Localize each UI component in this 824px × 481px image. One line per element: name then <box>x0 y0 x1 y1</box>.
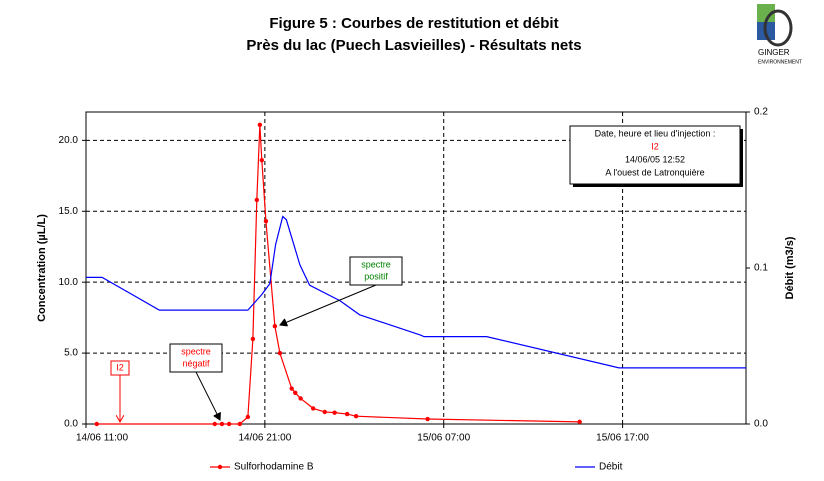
logo: GINGER ENVIRONNEMENT <box>757 4 802 65</box>
annotation-text: I2 <box>116 362 124 372</box>
series-line <box>86 215 746 369</box>
data-point <box>289 386 294 391</box>
info-box <box>569 125 741 185</box>
info-box-text: Date, heure et lieu d'injection : <box>595 128 716 138</box>
data-point <box>277 350 283 356</box>
logo-text: ENVIRONNEMENT <box>758 59 802 65</box>
data-point <box>212 421 217 427</box>
x-tick-label: 14/06 11:00 <box>76 433 129 444</box>
data-point <box>577 419 582 425</box>
data-point <box>322 409 327 415</box>
y2-tick-label: 0.1 <box>754 263 768 274</box>
x-tick-label: 14/06 21:00 <box>238 433 291 444</box>
data-point <box>298 396 303 401</box>
data-point <box>219 421 225 427</box>
y-tick-label: 15.0 <box>59 206 79 217</box>
data-point <box>257 122 263 127</box>
y2-axis-title: Débit (m3/s) <box>784 236 796 299</box>
legend-label: Sulforhodamine B <box>234 462 314 473</box>
annotation-text: positif <box>364 271 388 281</box>
x-tick-label: 15/06 07:00 <box>417 433 470 444</box>
annotation-box <box>110 360 130 376</box>
y-tick-label: 0.0 <box>64 419 78 430</box>
info-box-text: 14/06/05 12:52 <box>625 154 685 164</box>
data-point <box>226 421 232 427</box>
info-box-text: I2 <box>651 141 659 151</box>
data-point <box>237 421 243 427</box>
annotation-arrow <box>280 284 377 325</box>
annotation-text: spectre <box>361 259 391 269</box>
info-box-text: A l'ouest de Latronquière <box>605 167 704 177</box>
series-line <box>96 124 580 425</box>
x-tick-label: 15/06 17:00 <box>596 433 649 444</box>
logo-text: GINGER <box>758 48 790 57</box>
data-point <box>293 390 298 395</box>
data-point <box>254 197 260 203</box>
annotation-text: négatif <box>182 358 210 368</box>
data-point <box>272 323 278 329</box>
annotation-box <box>169 343 223 373</box>
legend-marker <box>217 464 223 470</box>
data-point <box>259 158 265 163</box>
chart-title: Figure 5 : Courbes de restitution et déb… <box>269 15 558 32</box>
legend-label: Débit <box>599 462 623 473</box>
annotation-text: spectre <box>181 346 211 356</box>
data-point <box>250 336 256 342</box>
logo-block <box>757 4 775 22</box>
data-point <box>245 414 251 420</box>
annotation-box <box>349 256 403 286</box>
y-tick-label: 5.0 <box>64 348 78 359</box>
y-tick-label: 10.0 <box>59 277 79 288</box>
y2-tick-label: 0.2 <box>754 107 768 118</box>
annotation-arrow <box>195 371 220 420</box>
data-point <box>310 406 316 411</box>
data-point <box>425 416 430 422</box>
y-axis-title: Concentration (µL/L) <box>36 214 48 322</box>
data-point <box>332 410 337 415</box>
data-point <box>353 414 359 419</box>
logo-ring <box>763 9 793 47</box>
y2-tick-label: 0.0 <box>754 419 768 430</box>
chart-subtitle: Près du lac (Puech Lasvieilles) - Résult… <box>246 37 581 54</box>
data-point <box>263 219 269 224</box>
y-tick-label: 20.0 <box>59 135 79 146</box>
data-point <box>344 411 350 417</box>
data-point <box>94 421 99 427</box>
